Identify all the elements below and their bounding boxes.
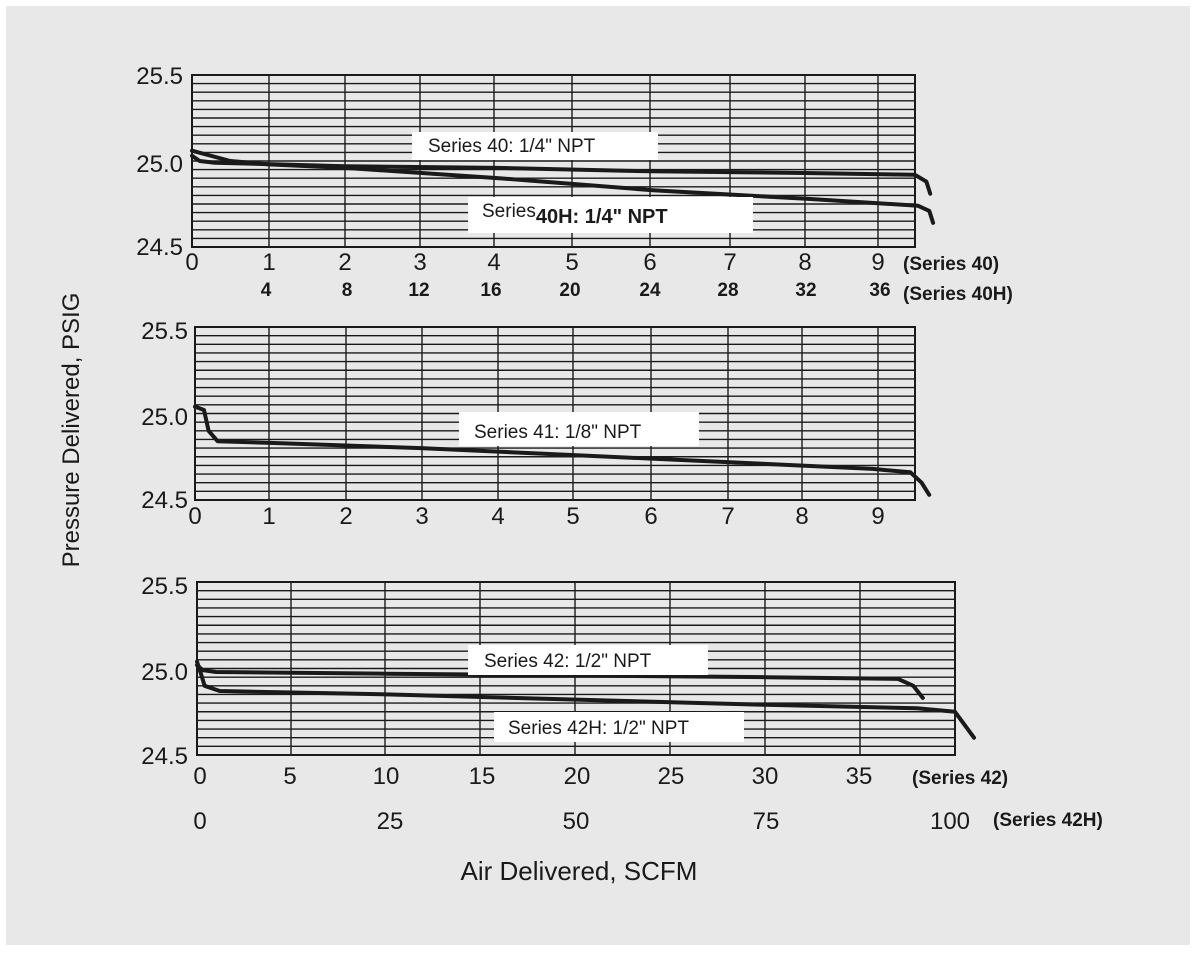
x-tick-label: 2 (338, 249, 351, 276)
x-tick-label: 8 (795, 503, 808, 530)
y-tick-label: 25.5 (141, 573, 188, 600)
y-axis-label: Pressure Delivered, PSIG (58, 293, 85, 568)
x-tick-label: 9 (871, 503, 884, 530)
series-label: Series40H: 1/4" NPT (482, 201, 668, 228)
x-tick-label: 25 (658, 763, 685, 790)
x-tick-label: 20 (564, 763, 591, 790)
x-tick-label: 6 (644, 503, 657, 530)
x-tick-label: 75 (753, 808, 780, 835)
x-tick-label: 24 (639, 280, 661, 301)
series-label-prefix: Series (482, 201, 536, 222)
x-tick-label: 2 (339, 503, 352, 530)
series-line (190, 148, 936, 225)
x-tick-label: 7 (721, 503, 734, 530)
y-tick-label: 24.5 (136, 234, 183, 261)
y-tick-label: 25.0 (141, 659, 188, 686)
x-tick-label: 32 (795, 280, 816, 301)
x-tick-label: 9 (871, 249, 884, 276)
plot-2: 25.5 25.0 24.50 1 2 3 4 5 6 7 8 9 Series 41: 1/8" NP… (141, 318, 932, 530)
series-label: Series 41: 1/8" NPT (474, 422, 642, 443)
x-tick-label: 1 (262, 249, 275, 276)
x-tick-label: 8 (798, 249, 811, 276)
x-tick-label: 0 (193, 808, 206, 835)
x-tick-label: 25 (377, 808, 404, 835)
y-tick-label: 25.5 (136, 63, 183, 90)
plot-3: 25.525.024.50 5 10 15 20 25 30 35 (Series 42)0 25… (141, 573, 1103, 835)
series-label-bg (459, 412, 699, 446)
x-tick-label: 6 (643, 249, 656, 276)
x-tick-label: 4 (261, 280, 272, 301)
series-label-bg (468, 197, 753, 233)
series-label-bg (494, 712, 744, 742)
x-tick-label: 20 (559, 280, 580, 301)
x-tick-label: 7 (723, 249, 736, 276)
x-tick-label: 36 (869, 280, 890, 301)
x-axis-series-label: (Series 42) (912, 768, 1008, 789)
series-label-bg (468, 645, 708, 675)
y-tick-label: 25.0 (141, 404, 188, 431)
y-tick-label: 24.5 (141, 743, 188, 770)
x-tick-label: 3 (413, 249, 426, 276)
series-line (193, 404, 932, 497)
series-line (190, 153, 933, 196)
x-tick-label: 0 (193, 763, 206, 790)
x-tick-label: 12 (408, 280, 429, 301)
x-axis-label: Air Delivered, SCFM (461, 856, 698, 886)
x-tick-label: 4 (491, 503, 504, 530)
series-label: Series 40: 1/4" NPT (428, 136, 596, 157)
y-tick-label: 25.0 (136, 151, 183, 178)
series-label-bold: 40H: 1/4" NPT (536, 206, 668, 228)
x-tick-label: 5 (283, 763, 296, 790)
series-line (195, 663, 925, 700)
x-axis-series-label: (Series 42H) (993, 810, 1103, 831)
x-tick-label: 28 (717, 280, 738, 301)
x-axis-series-label: (Series 40H) (903, 284, 1013, 305)
series-line (195, 659, 976, 740)
x-axis-series-label: (Series 40) (903, 254, 999, 275)
x-tick-label: 30 (752, 763, 779, 790)
x-tick-label: 15 (469, 763, 496, 790)
x-tick-label: 0 (188, 503, 201, 530)
x-tick-label: 100 (930, 808, 970, 835)
plot-frame (196, 581, 956, 756)
y-tick-label: 24.5 (141, 487, 188, 514)
x-tick-label: 0 (185, 249, 198, 276)
plot-frame (194, 326, 916, 501)
y-tick-label: 25.5 (141, 318, 188, 345)
series-label: Series 42: 1/2" NPT (484, 651, 652, 672)
x-tick-label: 1 (262, 503, 275, 530)
x-tick-label: 16 (480, 280, 501, 301)
x-tick-label: 8 (342, 280, 353, 301)
plot-frame (191, 74, 916, 248)
plot-1: 25.525.024.50 1 2 3 4 5 6 7 8 9 (Series 40)4 8 12 16 2… (136, 63, 1013, 305)
x-tick-label: 4 (487, 249, 500, 276)
x-tick-label: 5 (565, 249, 578, 276)
x-tick-label: 50 (563, 808, 590, 835)
series-label-bg (412, 132, 658, 160)
x-tick-label: 10 (373, 763, 400, 790)
x-tick-label: 5 (566, 503, 579, 530)
plots: 25.525.024.50 1 2 3 4 5 6 7 8 9 (Series 40)4 8 12 16 2… (136, 63, 1103, 835)
x-tick-label: 3 (415, 503, 428, 530)
x-tick-label: 35 (846, 763, 873, 790)
series-label: Series 42H: 1/2" NPT (508, 718, 689, 739)
